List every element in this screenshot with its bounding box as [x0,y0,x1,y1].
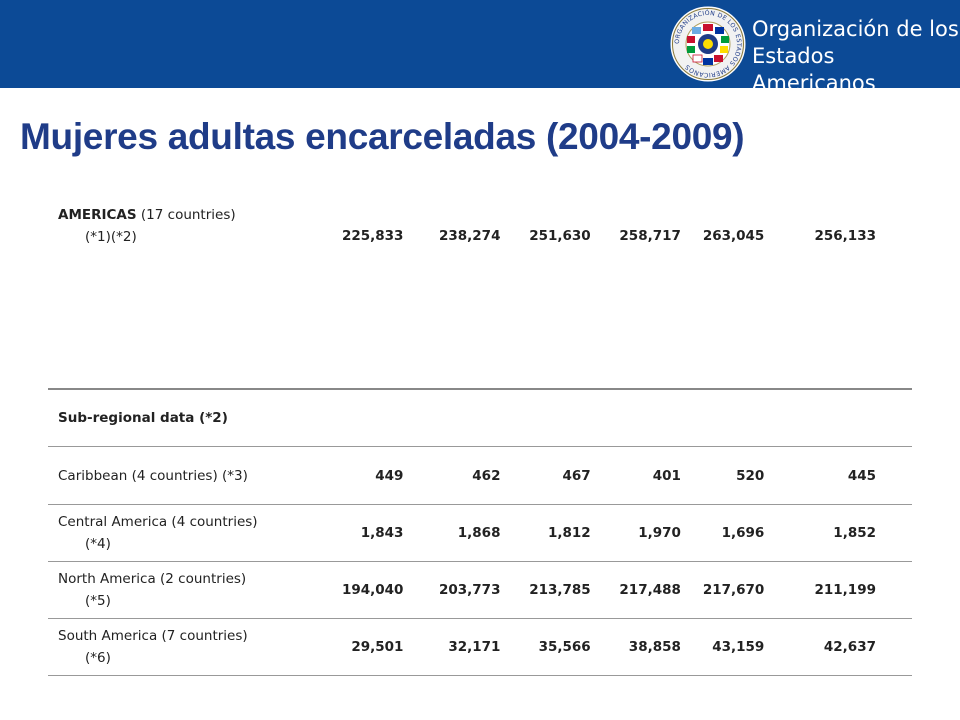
table-row: North America (2 countries) (*5) 194,040 … [48,561,912,619]
cell-value: 251,630 [529,227,591,244]
table-spacer-row [48,281,912,389]
cell-value: 38,858 [590,618,681,676]
cell-value: 263,045 [702,227,765,244]
cell-value: 445 [764,446,912,505]
cell-value: 32,171 [403,618,501,676]
organization-name: Organización de los Estados Americanos [752,16,960,97]
cell-value: 203,773 [403,561,501,619]
cell-value: 238,274 [438,227,501,244]
row-label-rest: (17 countries) [140,207,236,223]
row-label-note: (*4) [85,536,111,552]
org-name-line-1: Organización de los [752,17,959,41]
data-table: AMERICAS (17 countries) (*1)(*2) 225,833… [48,190,912,676]
cell-value: 258,717 [619,227,681,244]
cell-value: 1,696 [680,504,765,562]
row-label-text: Central America (4 countries) [58,514,258,530]
cell-value: 211,199 [764,561,912,619]
row-label-note: (*5) [85,593,111,609]
cell-value: 225,833 [341,227,404,244]
cell-value: 256,133 [814,227,877,244]
cell-value: 35,566 [500,618,591,676]
cell-value: 43,159 [680,618,765,676]
cell-value: 462 [403,446,501,505]
cell-value: 1,970 [590,504,681,562]
flag-ring [687,24,729,65]
page-title: Mujeres adultas encarceladas (2004-2009) [20,116,745,157]
table-row: South America (7 countries) (*6) 29,501 3… [48,618,912,676]
table-row-americas: AMERICAS (17 countries) (*1)(*2) 225,833… [48,190,912,281]
cell-value: 1,812 [500,504,591,562]
subregional-header: Sub-regional data (*2) [48,388,912,447]
cell-value: 213,785 [500,561,591,619]
cell-value: 467 [500,446,591,505]
row-label: North America (2 countries) (*5) [48,561,320,619]
row-label: Central America (4 countries) (*4) [48,504,320,562]
row-label: AMERICAS (17 countries) (*1)(*2) [48,190,319,281]
cell-value: 42,637 [764,618,912,676]
row-label: Caribbean (4 countries) (*3) [48,446,320,505]
oas-seal-logo: ORGANIZACIÓN DE LOS ESTADOS AMERICANOS [670,6,746,82]
cell-value: 401 [590,446,681,505]
table-row: Caribbean (4 countries) (*3) 449 462 467… [48,446,912,505]
cell-value: 1,852 [764,504,912,562]
cell-value: 449 [319,446,404,505]
table-row-subregional-header: Sub-regional data (*2) [48,388,912,447]
cell-value: 1,843 [319,504,404,562]
row-label-text: South America (7 countries) [58,628,248,644]
table-row: Central America (4 countries) (*4) 1,843 … [48,504,912,562]
cell-value: 194,040 [319,561,404,619]
cell-value: 1,868 [403,504,501,562]
cell-value: 29,501 [319,618,404,676]
row-label: South America (7 countries) (*6) [48,618,320,676]
row-label-note: (*1)(*2) [85,229,137,245]
row-label-text: Caribbean (4 countries) (*3) [58,467,248,484]
row-label-bold: AMERICAS [58,207,137,223]
cell-value: 520 [680,446,765,505]
cell-value: 217,670 [680,561,765,619]
row-label-note: (*6) [85,650,111,666]
cell-value: 217,488 [590,561,681,619]
row-label-text: North America (2 countries) [58,571,247,587]
header-banner: ORGANIZACIÓN DE LOS ESTADOS AMERICANOS O… [0,0,960,95]
org-name-line-2: Estados Americanos [752,44,876,95]
